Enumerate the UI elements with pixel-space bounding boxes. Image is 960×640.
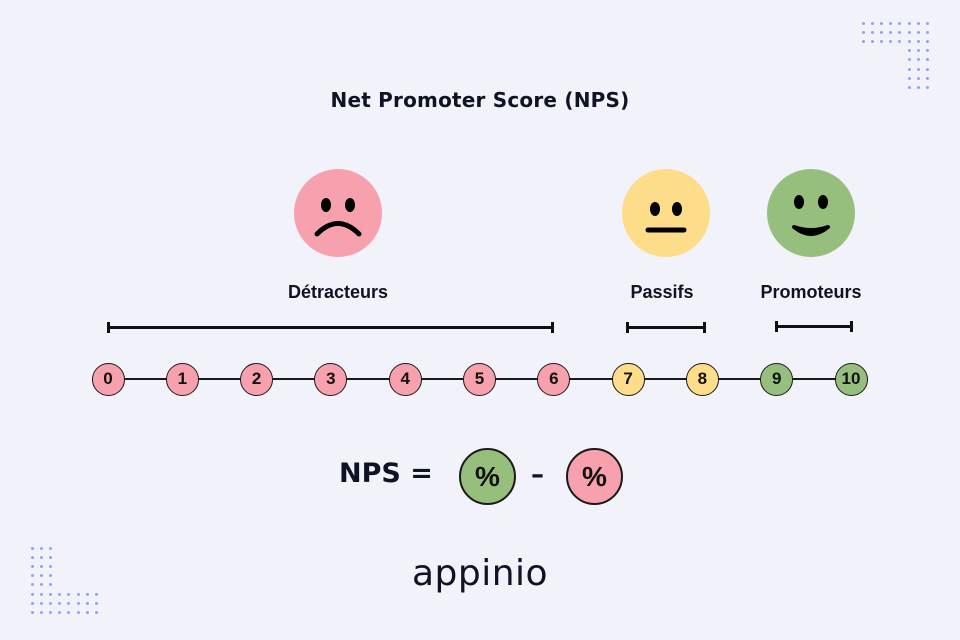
formula-label: NPS = <box>339 458 433 489</box>
happy-face-icon <box>767 169 855 257</box>
score-node-6: 6 <box>537 362 571 396</box>
score-node-3: 3 <box>314 362 348 396</box>
promoters-percent-symbol: % <box>475 460 500 492</box>
sad-face-icon <box>294 169 382 257</box>
promoters-percent-circle: % <box>459 448 516 505</box>
bracket-detractors <box>107 322 554 333</box>
score-node-0: 0 <box>91 362 125 396</box>
score-node-8: 8 <box>685 362 719 396</box>
score-node-4: 4 <box>388 362 422 396</box>
diagram-title: Net Promoter Score (NPS) <box>330 88 630 112</box>
score-node-9: 9 <box>760 362 794 396</box>
label-detractors: Détracteurs <box>287 282 389 302</box>
score-node-10: 10 <box>834 362 868 396</box>
score-node-1: 1 <box>165 362 199 396</box>
detractors-percent-symbol: % <box>582 460 607 492</box>
label-passives: Passifs <box>630 282 694 302</box>
detractors-percent-circle: % <box>566 448 623 505</box>
minus-operator: – <box>531 460 544 490</box>
bracket-passives <box>626 322 706 333</box>
score-node-7: 7 <box>611 362 645 396</box>
appinio-logo: appinio <box>411 553 549 594</box>
neutral-face-icon <box>622 169 710 257</box>
score-node-5: 5 <box>463 362 496 396</box>
bracket-promoters <box>775 321 853 332</box>
label-promoters: Promoteurs <box>760 282 862 302</box>
score-node-2: 2 <box>240 362 274 396</box>
